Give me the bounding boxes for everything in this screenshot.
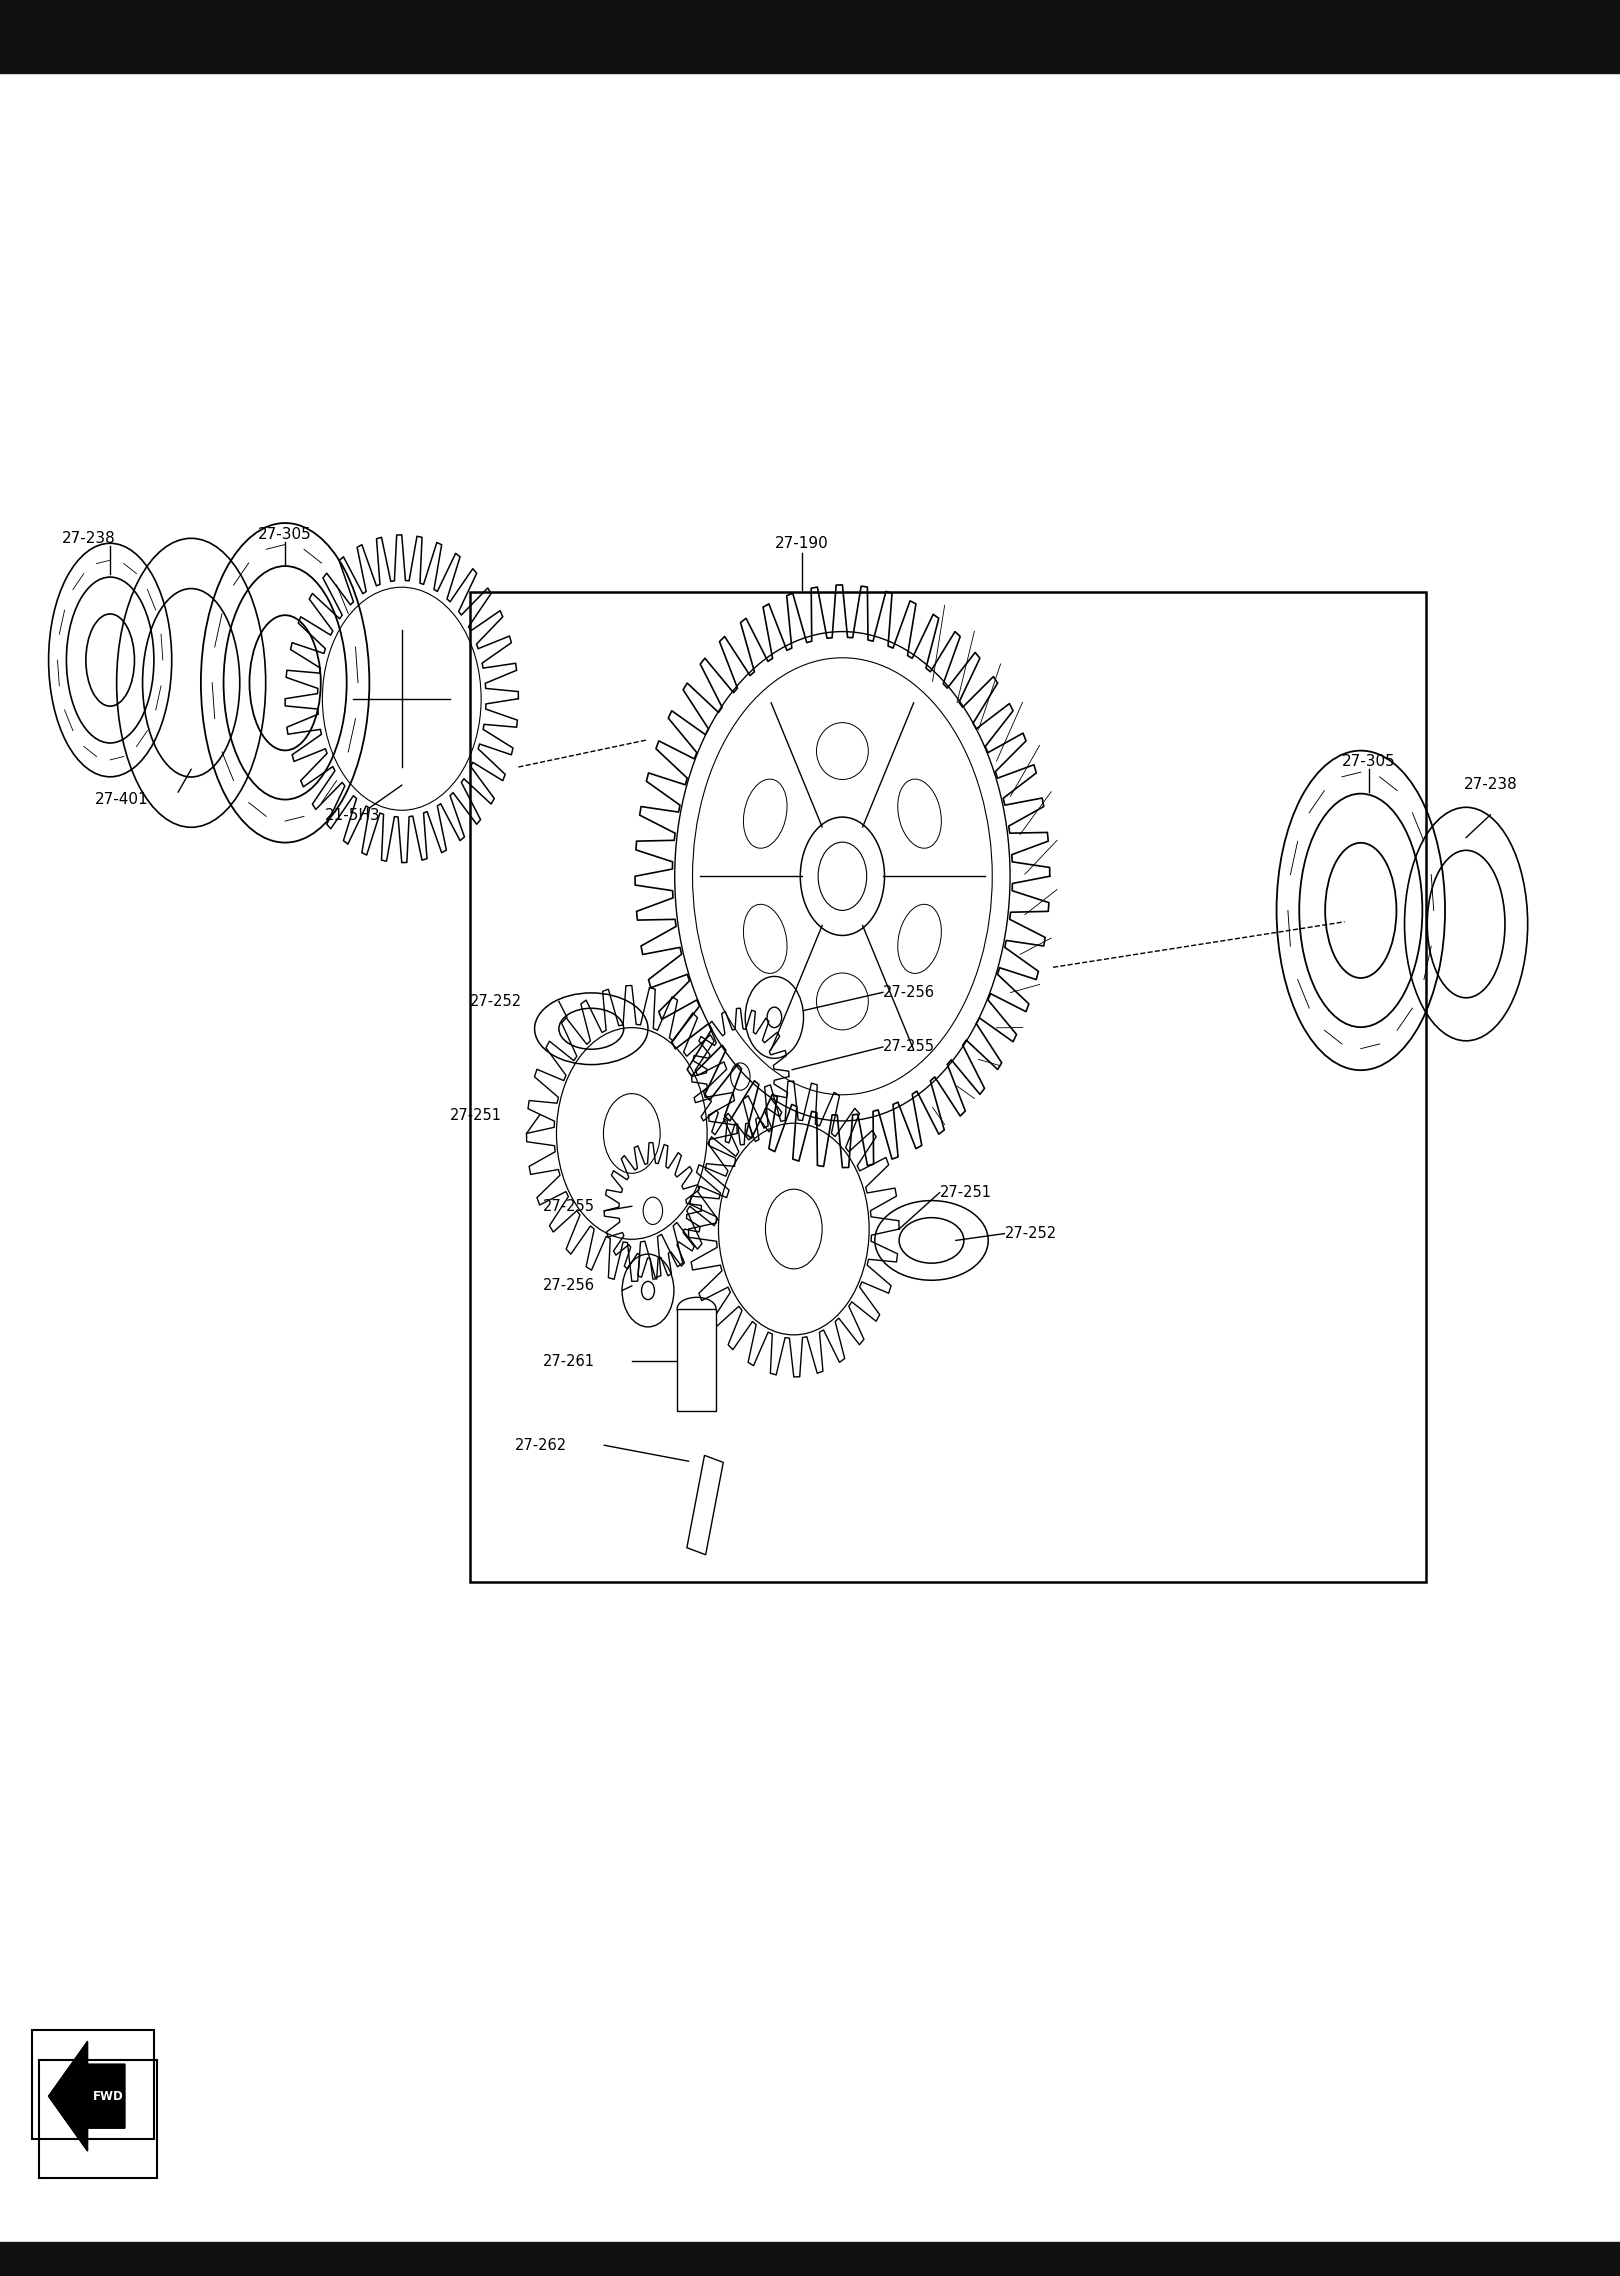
Text: 27-190: 27-190 — [774, 535, 829, 551]
Text: 27-255: 27-255 — [883, 1040, 935, 1054]
Polygon shape — [49, 2042, 125, 2151]
Ellipse shape — [816, 724, 868, 778]
Text: FWD: FWD — [94, 2089, 123, 2103]
Ellipse shape — [897, 778, 941, 849]
Bar — [677, 1309, 716, 1411]
Text: 27-262: 27-262 — [515, 1438, 567, 1452]
Text: 27-305: 27-305 — [1341, 753, 1396, 769]
Bar — [470, 592, 1426, 1582]
Text: 27-251: 27-251 — [940, 1186, 991, 1199]
Text: 27-256: 27-256 — [543, 1279, 595, 1293]
Text: 27-238: 27-238 — [62, 530, 117, 546]
Bar — [0, 0, 1620, 73]
Ellipse shape — [744, 778, 787, 849]
Text: 27-305: 27-305 — [258, 526, 313, 542]
Ellipse shape — [744, 904, 787, 974]
Text: 27-252: 27-252 — [1004, 1227, 1056, 1240]
Text: 27-256: 27-256 — [883, 986, 935, 999]
Text: 27-251: 27-251 — [450, 1108, 502, 1122]
Bar — [32, 2030, 154, 2139]
Text: 27-238: 27-238 — [1463, 776, 1518, 792]
Text: 27-255: 27-255 — [543, 1199, 595, 1213]
Bar — [0, 2242, 1620, 2276]
Text: 27-401: 27-401 — [94, 792, 149, 808]
Text: 21-5H3: 21-5H3 — [326, 808, 381, 824]
Ellipse shape — [897, 904, 941, 974]
Text: 27-261: 27-261 — [543, 1354, 595, 1368]
Text: 27-252: 27-252 — [470, 995, 522, 1008]
Bar — [687, 1454, 723, 1555]
Ellipse shape — [816, 974, 868, 1031]
